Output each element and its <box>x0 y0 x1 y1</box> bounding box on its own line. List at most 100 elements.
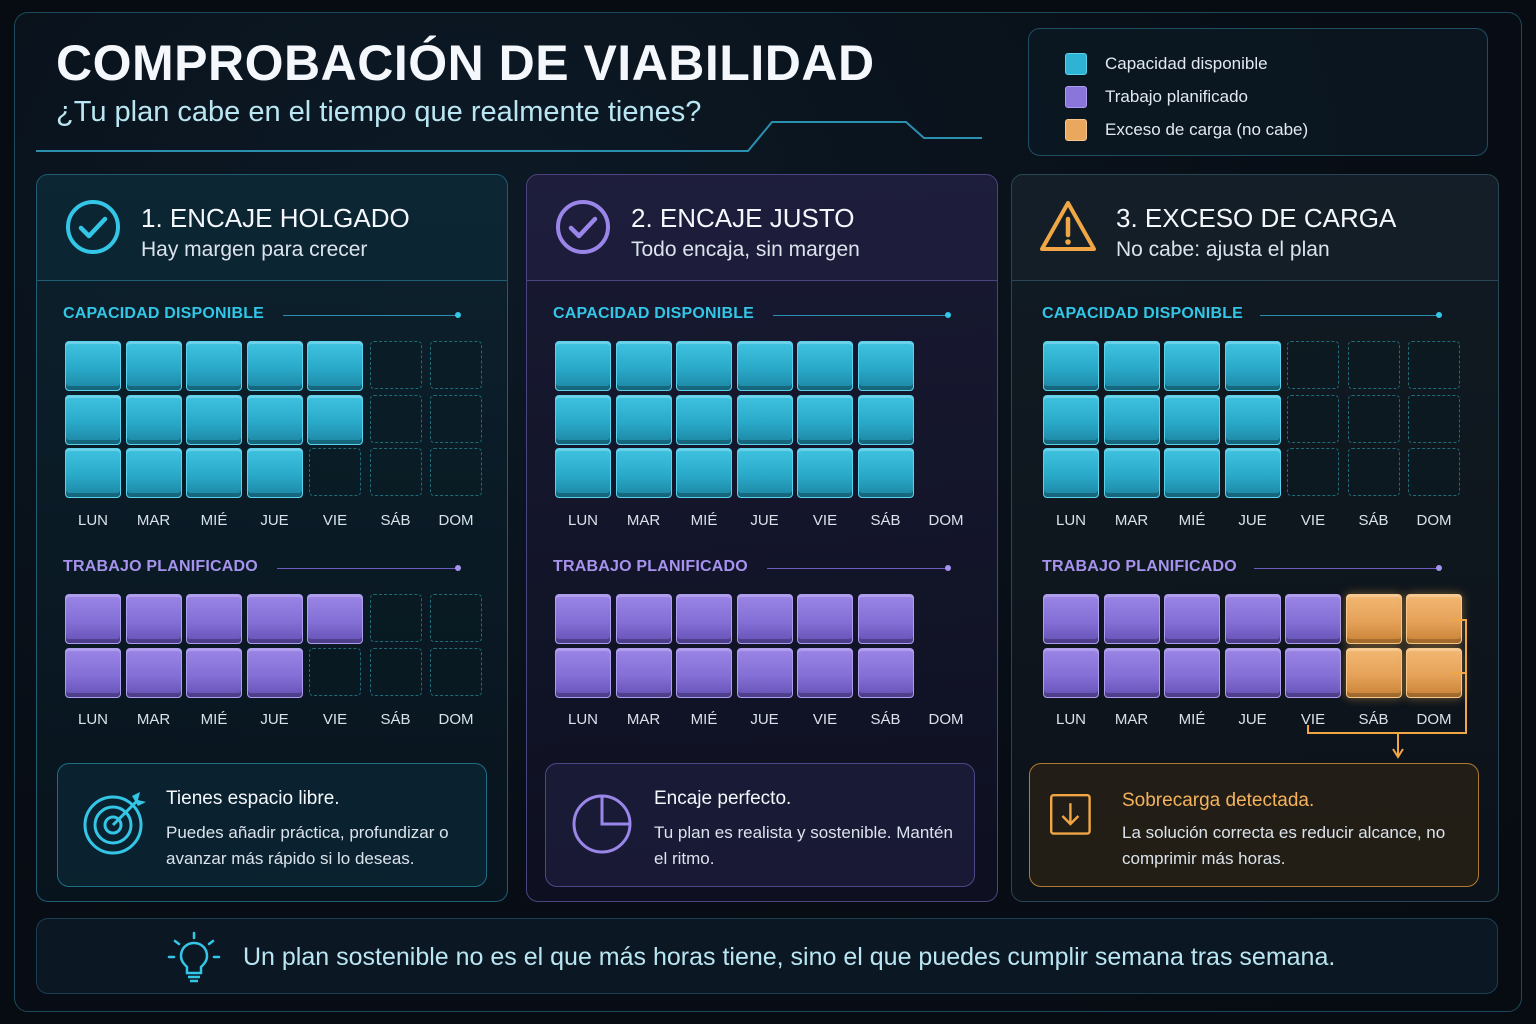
day-label: LUN <box>1055 511 1086 529</box>
day-label: JUE <box>260 711 289 728</box>
overload-bracket <box>1307 619 1467 759</box>
capacity-section-label: CAPACIDAD DISPONIBLE <box>553 305 755 322</box>
work-block <box>246 647 303 698</box>
day-label: MAR <box>136 711 171 728</box>
work-block <box>1103 647 1160 698</box>
day-label: SÁB <box>380 711 411 728</box>
legend-label: Exceso de carga (no cabe) <box>1105 119 1309 139</box>
capacity-block <box>1164 341 1220 391</box>
check-circle-icon <box>556 200 610 254</box>
work-block <box>736 594 793 644</box>
capacity-block <box>1224 448 1281 498</box>
legend-swatch-work <box>1065 85 1087 108</box>
day-label: VIE <box>1300 511 1326 529</box>
day-label: JUE <box>750 711 779 728</box>
capacity-block <box>736 448 793 498</box>
work-block <box>125 647 182 698</box>
lightbulb-icon <box>167 931 221 983</box>
work-block <box>307 594 363 644</box>
legend-item-overflow: Exceso de carga (no cabe) <box>1065 113 1451 146</box>
note-title: Tienes espacio libre. <box>166 788 340 809</box>
day-label: MIÉ <box>1178 511 1206 529</box>
work-block <box>1285 594 1341 644</box>
capacity-block <box>1043 394 1099 445</box>
work-block <box>1224 647 1281 698</box>
day-label: MAR <box>626 711 661 728</box>
day-label: SÁB <box>870 711 901 728</box>
note-text: Puedes añadir práctica, profundizar o av… <box>166 823 449 868</box>
panel-title: 1. ENCAJE HOLGADO <box>141 203 410 233</box>
capacity-block <box>125 394 182 445</box>
title-underline <box>36 121 982 152</box>
capacity-block <box>857 394 914 445</box>
empty-slot <box>430 448 482 496</box>
page-title: COMPROBACIÓN DE VIABILIDAD <box>56 35 875 91</box>
day-label: MIÉ <box>200 511 228 529</box>
work-section-dot <box>455 565 461 571</box>
capacity-block <box>307 341 363 391</box>
empty-slot <box>1408 448 1460 496</box>
capacity-section-dot <box>1436 312 1442 318</box>
note-title: Sobrecarga detectada. <box>1122 790 1315 811</box>
empty-slot <box>369 341 422 389</box>
empty-slot <box>1287 448 1339 496</box>
day-label: LUN <box>567 511 598 529</box>
day-label: MIÉ <box>690 711 718 728</box>
work-block <box>1043 647 1099 698</box>
day-label: JUE <box>1238 711 1267 728</box>
capacity-block <box>736 394 793 445</box>
target-icon <box>83 792 146 855</box>
day-label: JUE <box>260 511 289 529</box>
empty-slot <box>1408 341 1460 389</box>
capacity-block <box>615 448 672 498</box>
capacity-block <box>1224 394 1281 445</box>
empty-slot <box>1287 394 1339 443</box>
capacity-block <box>186 341 242 391</box>
work-block <box>676 647 732 698</box>
panel-header: 2. ENCAJE JUSTO Todo encaja, sin margen <box>527 175 997 281</box>
empty-slot <box>430 341 482 389</box>
work-block <box>125 594 182 644</box>
panel-subtitle: Todo encaja, sin margen <box>631 238 860 261</box>
day-label: MAR <box>136 511 171 529</box>
capacity-block <box>65 394 121 445</box>
capacity-section-label: CAPACIDAD DISPONIBLE <box>1042 305 1244 322</box>
panel-title: 2. ENCAJE JUSTO <box>631 203 855 233</box>
day-label: SÁB <box>1358 511 1389 529</box>
capacity-block <box>1103 341 1160 391</box>
work-block <box>676 594 732 644</box>
capacity-block <box>1164 394 1220 445</box>
work-block <box>797 594 853 644</box>
legend-item-capacity: Capacidad disponible <box>1065 47 1451 80</box>
day-label: SÁB <box>1358 711 1389 728</box>
capacity-section-dot <box>455 312 461 318</box>
work-section-dot <box>945 565 951 571</box>
day-label: JUE <box>750 511 779 529</box>
day-label: DOM <box>928 511 964 529</box>
legend-swatch-capacity <box>1065 52 1087 75</box>
panel-header: 1. ENCAJE HOLGADO Hay margen para crecer <box>37 175 507 281</box>
work-block <box>555 647 611 698</box>
day-label: VIE <box>322 711 348 728</box>
empty-slot <box>430 394 482 443</box>
empty-slot <box>1347 341 1400 389</box>
legend-label: Capacidad disponible <box>1105 53 1268 73</box>
work-block <box>615 647 672 698</box>
note-text: Tu plan es realista y sostenible. Mantén… <box>654 823 953 868</box>
panel-header: 3. EXCESO DE CARGA No cabe: ajusta el pl… <box>1012 175 1498 281</box>
panel-loose-fit: 1. ENCAJE HOLGADO Hay margen para crecer… <box>36 174 508 902</box>
work-block <box>1103 594 1160 644</box>
work-block <box>736 647 793 698</box>
capacity-block <box>307 394 363 445</box>
day-label: MAR <box>1114 511 1149 529</box>
capacity-block <box>186 448 242 498</box>
work-section-line <box>767 568 947 569</box>
capacity-section-label: CAPACIDAD DISPONIBLE <box>63 305 265 322</box>
footer-text: Un plan sostenible no es el que más hora… <box>243 943 1336 971</box>
capacity-block <box>797 394 853 445</box>
work-section-label: TRABAJO PLANIFICADO <box>63 558 258 575</box>
note-box: Sobrecarga detectada. La solución correc… <box>1029 763 1479 887</box>
work-block <box>857 594 914 644</box>
work-block <box>186 594 242 644</box>
empty-slot <box>369 594 422 642</box>
